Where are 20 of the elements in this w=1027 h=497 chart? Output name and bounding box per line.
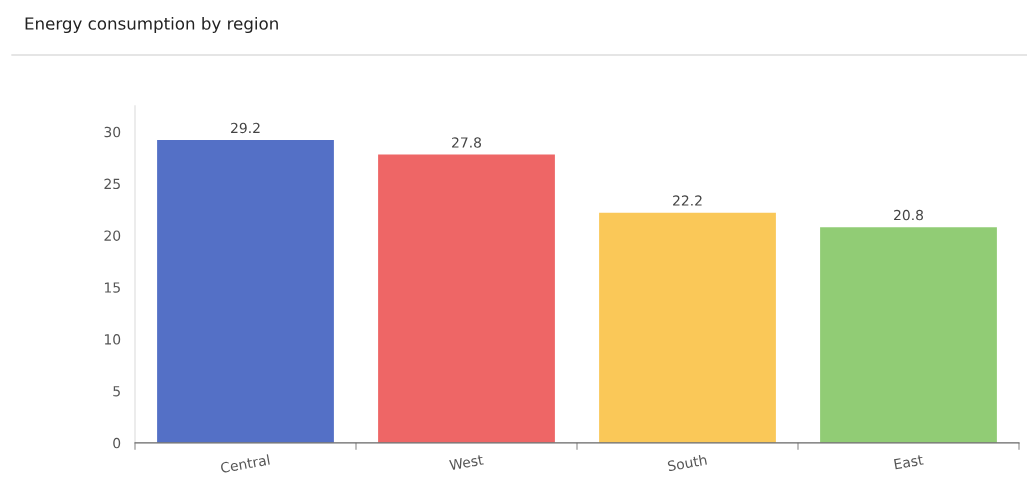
data-label: 22.2: [673, 195, 702, 206]
y-tick-label: 5: [113, 386, 120, 397]
y-tick-label: 0: [113, 437, 121, 449]
bar: [820, 227, 997, 443]
y-tick-label: 10: [104, 334, 121, 345]
y-tick-label: 15: [104, 282, 120, 293]
x-tick-label: Central: [220, 454, 270, 474]
data-label: 29.2: [231, 122, 260, 134]
data-label: 27.8: [452, 137, 482, 148]
bar: [157, 140, 334, 443]
y-tick-label: 20: [104, 230, 121, 241]
y-tick-label: 25: [104, 178, 120, 190]
data-label: 20.8: [894, 209, 924, 221]
y-tick-label: 30: [104, 126, 121, 138]
chart-title: Energy consumption by region: [25, 16, 278, 34]
x-tick-label: South: [667, 454, 707, 472]
bar: [599, 212, 776, 443]
x-tick-label: West: [449, 454, 484, 471]
bar: [378, 154, 555, 443]
x-tick-label: East: [893, 454, 924, 470]
